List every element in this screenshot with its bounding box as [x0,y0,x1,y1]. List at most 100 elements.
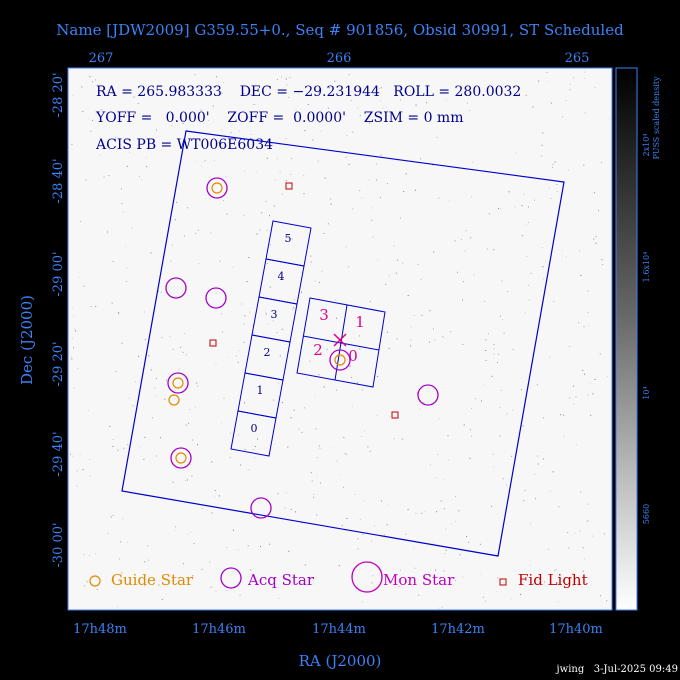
noise-speck [173,579,175,581]
noise-speck [117,606,119,608]
noise-speck [546,72,548,73]
noise-speck [101,109,103,111]
noise-speck [590,414,592,416]
noise-speck [521,235,523,237]
noise-speck [128,397,130,399]
noise-speck [295,511,297,513]
noise-speck [244,402,245,404]
noise-speck [172,348,174,350]
noise-speck [269,215,270,217]
noise-speck [133,96,135,98]
noise-speck [144,436,146,438]
noise-speck [385,106,387,108]
noise-speck [288,550,290,552]
noise-speck [121,342,123,344]
noise-speck [327,107,329,109]
noise-speck [561,250,563,252]
noise-speck [72,455,74,457]
noise-speck [301,291,302,293]
noise-speck [479,573,481,575]
noise-speck [235,355,237,357]
noise-speck [207,120,209,121]
noise-speck [485,339,487,341]
noise-speck [388,274,390,276]
noise-speck [266,263,268,265]
noise-speck [413,547,415,549]
noise-speck [214,490,216,491]
noise-speck [200,109,202,111]
noise-speck [255,103,257,105]
noise-speck [229,457,231,459]
noise-speck [580,491,582,493]
noise-speck [415,512,417,514]
noise-speck [398,578,400,580]
noise-speck [246,281,248,282]
noise-speck [493,344,495,346]
noise-speck [292,308,293,310]
noise-speck [255,429,257,430]
colorbar-label: PUSS scaled density [652,76,661,160]
noise-speck [71,143,73,145]
noise-speck [572,584,574,586]
guide-stars [168,182,346,464]
noise-speck [87,118,89,120]
noise-speck [147,559,149,561]
noise-speck [497,362,498,364]
noise-speck [379,87,381,89]
noise-speck [89,475,91,477]
noise-speck [273,205,275,207]
guide-star-marker [334,354,346,366]
noise-speck [371,219,373,221]
noise-speck [263,294,265,296]
noise-speck [463,424,465,426]
top-tick-label: 266 [327,51,352,66]
noise-speck [225,590,227,591]
mon-star-icon [351,561,383,593]
noise-speck [146,166,148,168]
noise-speck [215,590,217,592]
noise-speck [527,221,529,223]
noise-speck [76,470,78,472]
legend-acq-label: Acq Star [247,571,315,589]
noise-speck [144,585,146,587]
noise-speck [226,213,228,215]
colorbar-tick-label: 2x10⁴ [642,134,651,157]
noise-speck [443,570,445,572]
noise-speck [448,459,450,461]
noise-speck [274,179,276,181]
noise-speck [514,206,516,208]
noise-speck [134,381,136,383]
noise-speck [338,565,340,567]
colorbar-tick-label: 10⁴ [642,386,651,399]
noise-speck [194,406,196,408]
noise-speck [582,547,584,549]
noise-speck [196,382,198,384]
noise-speck [443,508,445,510]
noise-speck [400,217,401,219]
noise-speck [558,506,560,508]
star-field-noise [70,71,610,609]
noise-speck [493,353,495,355]
noise-speck [573,403,575,405]
noise-speck [506,484,508,486]
noise-speck [330,198,332,200]
noise-speck [395,587,397,588]
noise-speck [107,231,108,233]
noise-speck [194,160,196,162]
noise-speck [259,229,261,231]
info-line-1: RA = 265.983333 DEC = −29.231944 ROLL = … [96,84,521,100]
noise-speck [230,132,232,134]
noise-speck [323,233,325,234]
field-of-view-outline [121,130,565,557]
noise-speck [384,534,385,536]
noise-speck [587,503,589,505]
noise-speck [584,71,586,73]
noise-speck [382,107,384,109]
noise-speck [293,308,295,310]
noise-speck [148,355,150,357]
noise-speck [265,200,267,202]
noise-speck [125,245,127,247]
noise-speck [429,464,431,466]
acis-s-array [230,220,312,457]
